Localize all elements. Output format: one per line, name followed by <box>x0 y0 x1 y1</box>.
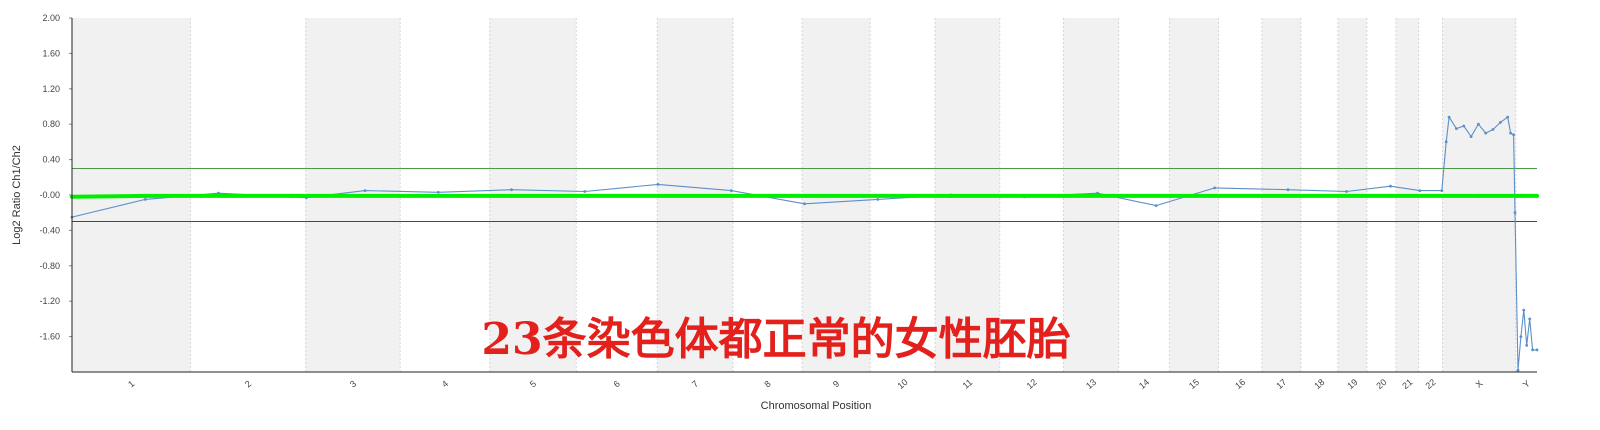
chromosome-label-15: 15 <box>1187 377 1201 391</box>
series-point-2 <box>1469 135 1473 139</box>
series-point-2 <box>1509 131 1512 135</box>
series-point-2 <box>1535 348 1539 352</box>
chromosome-label-19: 19 <box>1345 377 1359 391</box>
chromosome-label-6: 6 <box>612 379 622 390</box>
series-point-2 <box>583 190 587 193</box>
series-point-2 <box>1286 188 1290 192</box>
series-point-2 <box>876 198 880 201</box>
series-point-2 <box>729 189 733 193</box>
chromosome-label-10: 10 <box>896 377 910 391</box>
series-point-1 <box>1476 193 1481 198</box>
series-point-1 <box>729 193 734 198</box>
chromosome-label-Y: Y <box>1521 378 1532 390</box>
series-point-2 <box>1440 189 1444 193</box>
series-point-2 <box>436 190 440 194</box>
series-point-2 <box>1516 368 1520 372</box>
series-point-2 <box>1213 186 1217 190</box>
chromosome-label-2: 2 <box>243 379 253 390</box>
chromosome-label-17: 17 <box>1274 377 1288 391</box>
axes <box>71 18 1537 373</box>
series-point-2 <box>1154 204 1158 208</box>
series-point-2 <box>363 189 367 193</box>
y-tick-label: -1.60 <box>39 332 60 342</box>
chromosome-label-8: 8 <box>762 379 772 390</box>
y-tick-label: 0.40 <box>42 155 60 165</box>
series-point-2 <box>1499 121 1502 124</box>
x-tick-labels: 1 2 3 4 5 6 7 8 9 10 11 12 13 14 15 16 17 18 19 20 21 22 X Y <box>126 377 1532 391</box>
chromosome-label-13: 13 <box>1084 377 1098 391</box>
y-tick-label: 0.80 <box>42 119 60 129</box>
series-line-2 <box>71 116 1537 371</box>
series-point-1 <box>1388 193 1393 198</box>
series-point-2 <box>1528 317 1532 321</box>
y-tick-label: 2.00 <box>42 13 60 23</box>
chromosome-label-9: 9 <box>831 379 841 390</box>
series-point-1 <box>143 193 148 198</box>
chromosome-label-18: 18 <box>1312 377 1326 391</box>
chromosome-label-22: 22 <box>1424 377 1438 391</box>
series-point-1 <box>949 193 953 198</box>
series-point-2 <box>1491 128 1495 131</box>
series-point-2 <box>1525 344 1529 347</box>
y-tick-label: 1.20 <box>42 84 60 94</box>
series-point-1 <box>289 193 294 198</box>
chromosome-label-1: 1 <box>126 379 136 390</box>
series-point-2 <box>217 191 220 195</box>
y-tick-label: -1.20 <box>39 296 60 306</box>
series-point-2 <box>1519 335 1523 338</box>
series-point-2 <box>143 198 147 201</box>
chromosome-label-3: 3 <box>348 379 358 390</box>
y-tick-label: 1.60 <box>42 48 60 58</box>
y-tick-label: -0.40 <box>39 225 60 235</box>
series-point-2 <box>656 183 660 186</box>
series-point-1 <box>1168 193 1173 198</box>
series-point-2 <box>1512 133 1515 137</box>
y-tick-label: -0.00 <box>39 190 60 200</box>
series-point-2 <box>1444 140 1448 144</box>
series-point-2 <box>1389 184 1392 188</box>
chromosome-label-7: 7 <box>690 379 700 390</box>
series-point-2 <box>803 202 806 206</box>
series-point-2 <box>1522 308 1526 312</box>
chromosome-label-X: X <box>1474 378 1485 390</box>
series-point-2 <box>1506 115 1510 119</box>
series-point-2 <box>1447 115 1451 119</box>
chromosome-label-4: 4 <box>440 379 450 390</box>
series-point-2 <box>1477 122 1480 126</box>
series-point-2 <box>1418 189 1422 193</box>
chromosome-label-12: 12 <box>1025 377 1039 391</box>
series-point-2 <box>1513 211 1517 215</box>
chart-annotation: 23条染色体都正常的女性胚胎 <box>481 314 1070 365</box>
chromosome-label-16: 16 <box>1233 377 1247 391</box>
series-point-2 <box>1345 190 1348 193</box>
series-point-1 <box>509 193 514 198</box>
series-point-2 <box>1531 348 1534 352</box>
chromosome-label-21: 21 <box>1400 377 1414 391</box>
y-axis-title: Log2 Ratio Ch1/Ch2 <box>11 145 23 245</box>
series-point-1 <box>1535 193 1539 198</box>
series-point-2 <box>1484 131 1488 135</box>
chromosome-label-20: 20 <box>1374 377 1388 391</box>
chromosome-label-14: 14 <box>1137 377 1151 391</box>
x-axis-title: Chromosomal Position <box>761 400 872 412</box>
threshold-lines <box>72 167 1537 223</box>
chromosome-label-5: 5 <box>528 379 538 390</box>
y-tick-labels: 2.00 1.60 1.20 0.80 0.40 -0.00 -0.40 -0.80 -1.20… <box>39 13 60 342</box>
series-point-2 <box>510 188 513 192</box>
series-point-2 <box>1462 124 1466 128</box>
series-point-2 <box>1455 127 1458 130</box>
series-layer <box>70 115 1539 372</box>
series-point-1 <box>1520 193 1525 198</box>
chromosome-label-11: 11 <box>961 377 975 391</box>
y-tick-label: -0.80 <box>39 261 60 271</box>
